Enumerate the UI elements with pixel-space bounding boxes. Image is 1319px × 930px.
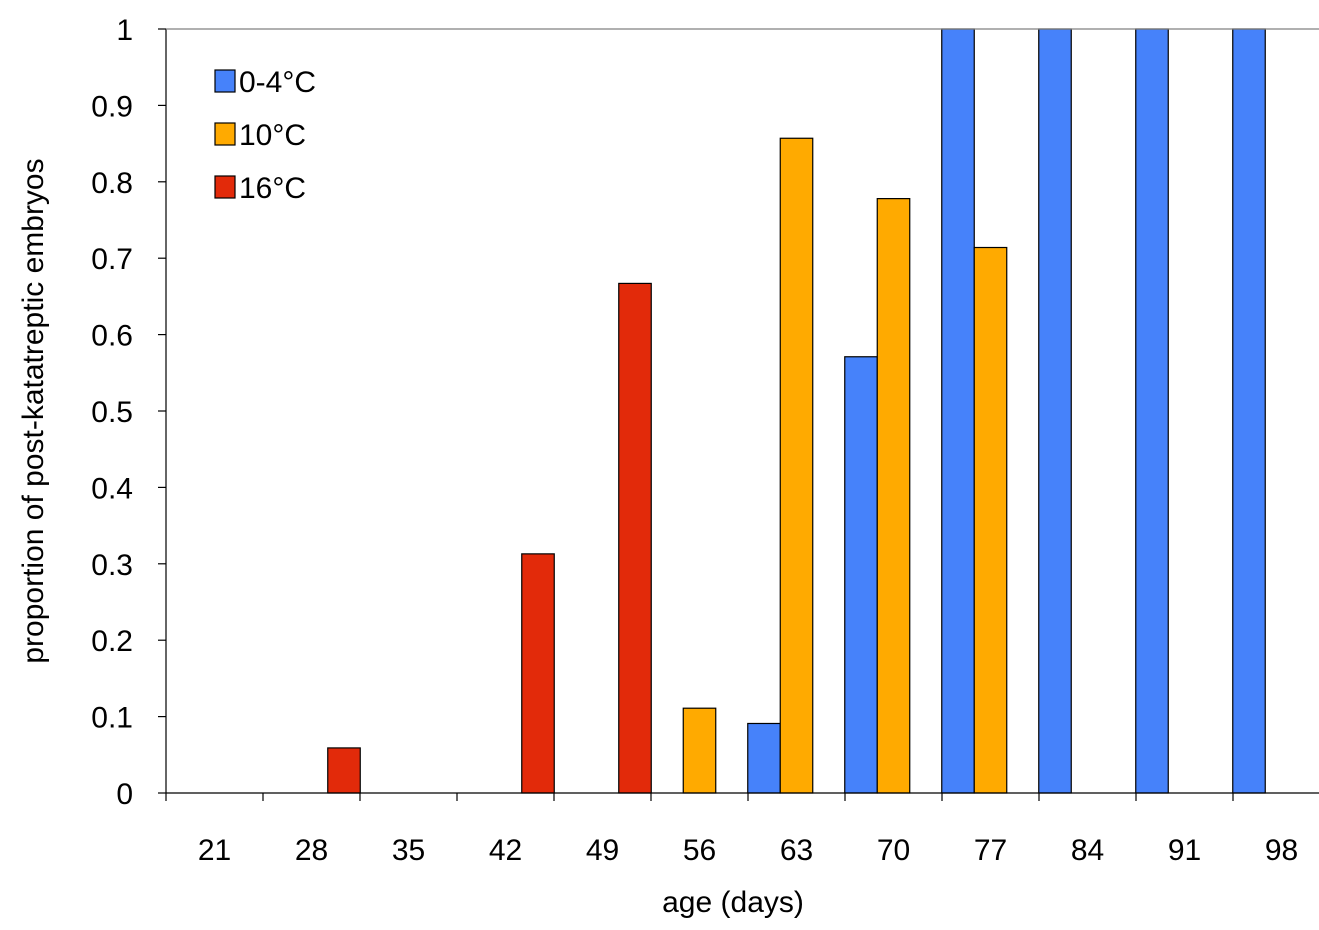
bar-0-4°C-98 (1232, 28, 1266, 794)
y-tick-label: 0.4 (91, 472, 133, 505)
legend: 0-4°C 10°C 16°C (214, 66, 316, 205)
legend-label: 0-4°C (239, 66, 316, 99)
bar-16°C-49 (618, 282, 652, 794)
bar-0-4°C-91 (1135, 28, 1169, 794)
y-tick-label: 0 (116, 778, 133, 811)
y-tick-label: 0.6 (91, 320, 133, 353)
bar-10°C-56 (682, 707, 717, 794)
legend-swatch (214, 175, 236, 199)
bar-0-4°C-70 (844, 356, 878, 794)
legend-swatch (214, 69, 236, 93)
x-tick-label: 35 (392, 834, 425, 867)
y-tick-label: 0.2 (91, 625, 133, 658)
x-tick-label: 42 (489, 834, 522, 867)
bar-0-4°C-84 (1038, 28, 1072, 794)
x-tick-label: 56 (683, 834, 716, 867)
x-tick-label: 98 (1265, 834, 1298, 867)
x-tick-label: 70 (877, 834, 910, 867)
tick-labels-layer: 0 0.1 0.2 0.3 0.4 0.5 0.6 0.7 0.8 0.9 1 21 28 35 42 49 5… (91, 14, 1298, 867)
x-axis-title: age (days) (662, 886, 804, 919)
y-tick-label: 0.9 (91, 90, 133, 123)
legend-label: 10°C (239, 119, 306, 152)
y-tick-label: 0.7 (91, 243, 133, 276)
bar-0-4°C-77 (941, 28, 975, 794)
bar-16°C-28 (327, 747, 361, 794)
y-tick-label: 0.8 (91, 167, 133, 200)
y-tick-label: 0.3 (91, 549, 133, 582)
x-tick-label: 77 (974, 834, 1007, 867)
bars-layer (327, 28, 1266, 794)
x-tick-label: 91 (1168, 834, 1201, 867)
bar-0-4°C-63 (747, 722, 781, 794)
bar-10°C-70 (876, 198, 911, 794)
x-tick-label: 28 (295, 834, 328, 867)
legend-swatch (214, 122, 236, 146)
bar-10°C-63 (779, 137, 814, 794)
x-tick-label: 63 (780, 834, 813, 867)
y-tick-label: 0.5 (91, 396, 133, 429)
y-axis-title: proportion of post-katatreptic embryos (17, 158, 50, 663)
x-tick-label: 49 (586, 834, 619, 867)
y-tick-label: 0.1 (91, 702, 133, 735)
x-tick-label: 84 (1071, 834, 1104, 867)
axes-layer (158, 28, 1319, 801)
y-tick-label: 1 (116, 14, 133, 47)
bar-16°C-42 (521, 553, 555, 794)
bar-10°C-77 (973, 246, 1008, 794)
x-tick-label: 21 (198, 834, 231, 867)
legend-label: 16°C (239, 172, 306, 205)
